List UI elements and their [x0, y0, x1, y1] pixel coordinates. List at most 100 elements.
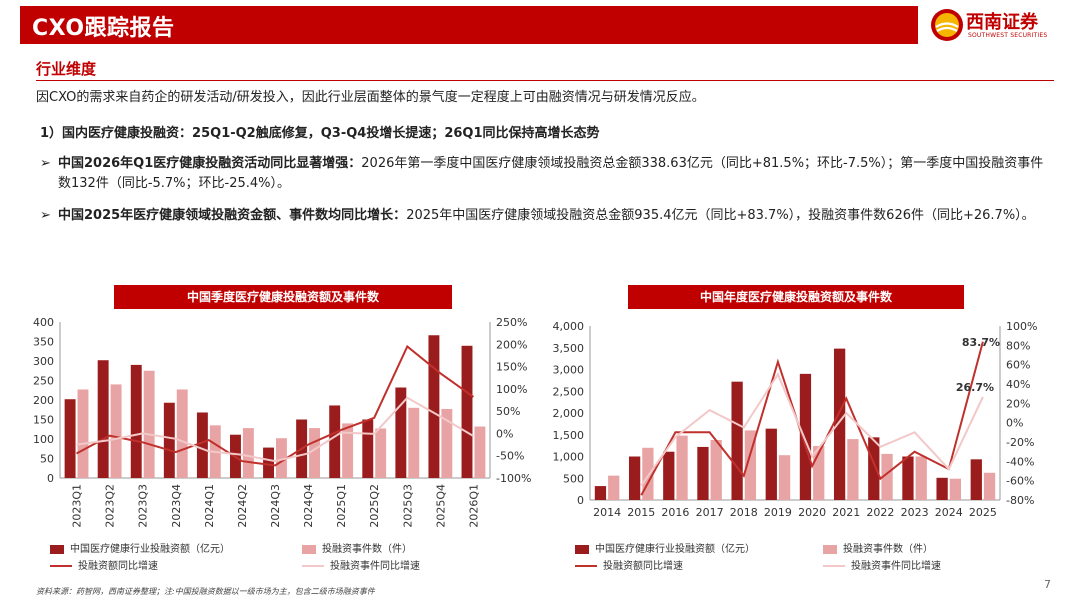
bar	[77, 389, 89, 478]
y2-tick-label: 0%	[496, 427, 513, 440]
y-tick-label: 2,000	[553, 407, 585, 420]
y-tick-label: 1,500	[553, 429, 585, 442]
bar	[408, 407, 420, 478]
y2-tick-label: 100%	[496, 383, 527, 396]
y2-tick-label: -100%	[496, 472, 531, 485]
y2-tick-label: 200%	[496, 338, 527, 351]
bar	[329, 405, 341, 478]
x-tick-label: 2024Q3	[269, 484, 282, 528]
bullet-body: 2026年第一季度中国医疗健康领域投融资总金额338.63亿元（同比+81.5%…	[58, 156, 1044, 191]
y-tick-label: 200	[33, 394, 54, 407]
bar	[375, 428, 387, 478]
x-tick-label: 2025Q4	[434, 484, 447, 528]
bullet-lead: 中国2025年医疗健康领域投融资金额、事件数均同比增长：	[58, 208, 407, 223]
bar	[915, 456, 927, 500]
x-tick-label: 2024Q2	[236, 484, 249, 528]
y-tick-label: 2,500	[553, 385, 585, 398]
bar	[778, 455, 791, 500]
legend-item: 投融资额同比增速	[50, 557, 158, 572]
bar	[309, 428, 320, 478]
bar	[176, 389, 188, 478]
brand-logo: 西南证券 SOUTHWEST SECURITIES	[928, 6, 1060, 46]
x-tick-label: 2016	[661, 506, 689, 519]
bar	[362, 419, 374, 478]
y-tick-label: 3,000	[553, 364, 585, 377]
y-tick-label: 100	[33, 433, 54, 446]
bullet-arrow-icon: ➢	[40, 156, 51, 171]
quarterly-chart: 0 50 100 150 200 250 300 350 400 -100% -50% 0% 50% 10…	[33, 316, 531, 528]
section-title: 行业维度	[36, 60, 97, 78]
series-line	[76, 396, 475, 463]
sun-logo-icon	[931, 9, 963, 41]
bar	[428, 335, 440, 478]
series-line	[640, 372, 984, 487]
bar	[263, 447, 274, 478]
bar	[395, 387, 407, 478]
x-tick-label: 2025Q2	[368, 484, 381, 528]
y2-tick-label: -60%	[1006, 475, 1034, 488]
y-tick-label: 250	[33, 375, 54, 388]
y2-tick-label: -80%	[1006, 494, 1034, 507]
bar	[881, 453, 893, 500]
y2-tick-label: 150%	[496, 361, 527, 374]
bar	[765, 428, 777, 500]
x-tick-label: 2026Q1	[467, 484, 480, 528]
y2-tick-label: 60%	[1006, 359, 1030, 372]
x-tick-label: 2014	[593, 506, 621, 519]
page-number: 7	[1044, 578, 1051, 591]
data-label: 83.7%	[962, 336, 1000, 349]
bar	[608, 475, 620, 500]
legend-item: 中国医疗健康行业投融资额（亿元）	[575, 540, 755, 555]
source-footnote: 资料来源：药智网，西南证券整理；注:中国投融资数据以一级市场为主，包含二级市场融…	[36, 587, 375, 596]
legend-item: 投融资额同比增速	[575, 557, 683, 572]
annual-chart: 0 500 1,000 1,500 2,000 2,500 3,000 3,500 4,000 -…	[553, 320, 1038, 519]
bar	[276, 438, 287, 478]
y-tick-label: 500	[563, 472, 584, 485]
y2-tick-label: 0%	[1006, 417, 1023, 430]
page-title: CXO跟踪报告	[32, 16, 175, 41]
data-label: 26.7%	[956, 381, 994, 394]
bar	[143, 370, 155, 478]
bullet-lead: 中国2026年Q1医疗健康投融资活动同比显著增强：	[58, 156, 362, 171]
bar	[731, 381, 743, 500]
bar	[744, 430, 757, 500]
x-tick-label: 2024Q4	[302, 484, 315, 528]
bar	[936, 477, 948, 500]
brand-name: 西南证券	[966, 12, 1038, 33]
header-bar: CXO跟踪报告	[20, 6, 918, 44]
x-tick-label: 2023Q2	[104, 484, 117, 528]
bar	[949, 478, 962, 500]
y-tick-label: 4,000	[553, 320, 585, 333]
bar	[130, 364, 142, 478]
bar	[628, 456, 641, 500]
brand-subtitle: SOUTHWEST SECURITIES	[968, 32, 1048, 39]
bar	[342, 423, 354, 478]
bullet-arrow-icon: ➢	[40, 208, 51, 223]
legend-item: 中国医疗健康行业投融资额（亿元）	[50, 540, 230, 555]
bar	[196, 412, 208, 478]
bar	[242, 428, 254, 478]
chart-title-annual: 中国年度医疗健康投融资额及事件数	[628, 285, 964, 309]
bar	[676, 435, 688, 500]
bar	[833, 348, 846, 500]
bar	[970, 459, 982, 500]
x-tick-label: 2018	[730, 506, 758, 519]
bar	[64, 399, 76, 478]
y2-tick-label: 20%	[1006, 397, 1030, 410]
bar	[799, 373, 812, 500]
x-tick-label: 2025	[969, 506, 997, 519]
bar	[868, 437, 880, 500]
x-tick-label: 2019	[764, 506, 792, 519]
legend-item: 投融资事件数（件）	[823, 540, 933, 555]
bar	[163, 402, 175, 478]
x-tick-label: 2022	[866, 506, 894, 519]
bar	[983, 472, 996, 500]
bar	[710, 439, 722, 500]
x-tick-label: 2023Q3	[137, 484, 150, 528]
y-tick-label: 0	[577, 494, 584, 507]
bar	[461, 345, 473, 478]
legend-item: 投融资事件同比增速	[302, 557, 420, 572]
bar	[110, 384, 122, 478]
bar	[847, 439, 859, 500]
bar	[642, 447, 654, 500]
